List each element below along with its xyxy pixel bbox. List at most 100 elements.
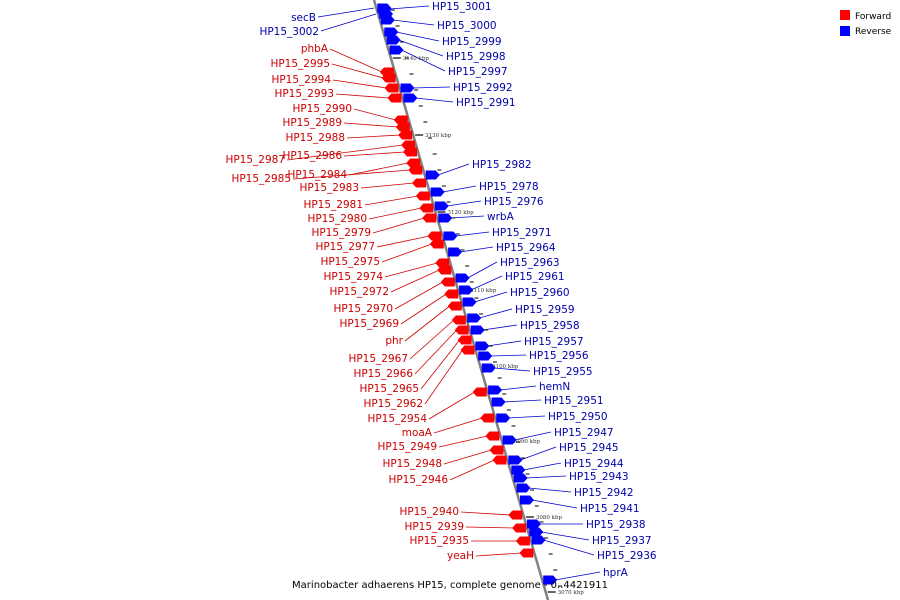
reverse-gene-label[interactable]: HP15_2947	[554, 427, 614, 439]
reverse-gene-label[interactable]: HP15_2951	[544, 395, 604, 407]
forward-gene-label[interactable]: HP15_2977	[315, 241, 375, 253]
tick-label: 3110 kbp	[470, 288, 497, 294]
reverse-gene-label[interactable]: HP15_2943	[569, 471, 629, 483]
reverse-gene-label[interactable]: HP15_2964	[496, 242, 556, 254]
forward-gene-label[interactable]: HP15_2980	[307, 213, 367, 225]
reverse-gene-label[interactable]: HP15_2961	[505, 271, 565, 283]
forward-gene-label[interactable]: HP15_2988	[285, 132, 345, 144]
forward-gene-feature	[429, 239, 444, 249]
reverse-gene-label[interactable]: HP15_2957	[524, 336, 584, 348]
forward-gene-feature	[419, 203, 434, 213]
tick-label: 3120 kbp	[447, 210, 474, 216]
forward-gene-label[interactable]: HP15_2967	[348, 353, 408, 365]
reverse-gene-label[interactable]: HP15_2937	[592, 535, 652, 547]
reverse-gene-label[interactable]: HP15_2992	[453, 82, 513, 94]
forward-gene-label[interactable]: HP15_2979	[311, 227, 371, 239]
reverse-gene-label[interactable]: HP15_2944	[564, 458, 624, 470]
tick-label: 3070 kbp	[558, 590, 585, 596]
forward-gene-label[interactable]: HP15_2994	[271, 74, 331, 86]
reverse-gene-label[interactable]: HP15_2998	[446, 51, 506, 63]
forward-gene-label[interactable]: phr	[385, 335, 403, 347]
legend-item-forward[interactable]: Forward	[840, 10, 891, 22]
forward-gene-label[interactable]: HP15_2969	[339, 318, 399, 330]
legend-forward-label: Forward	[855, 12, 891, 22]
forward-gene-label[interactable]: HP15_2940	[399, 506, 459, 518]
reverse-gene-label[interactable]: HP15_2955	[533, 366, 593, 378]
leader-line	[470, 275, 503, 291]
gene-labels: phbA HP15_2995 HP15_2994 HP15_2993 HP15_2990…	[225, 1, 656, 579]
reverse-gene-label[interactable]: HP15_2971	[492, 227, 552, 239]
reverse-gene-label[interactable]: HP15_2978	[479, 181, 539, 193]
reverse-gene-label[interactable]: HP15_2958	[520, 320, 580, 332]
forward-gene-label[interactable]: HP15_2946	[388, 474, 448, 486]
reverse-gene-feature	[511, 465, 526, 475]
forward-gene-label[interactable]: HP15_2995	[270, 58, 330, 70]
forward-gene-label[interactable]: HP15_2974	[323, 271, 383, 283]
reverse-gene-label[interactable]: HP15_2956	[529, 350, 589, 362]
leader-line	[320, 13, 377, 32]
reverse-gene-label[interactable]: HP15_2950	[548, 411, 608, 423]
reverse-gene-feature	[513, 473, 528, 483]
forward-gene-label[interactable]: HP15_2966	[353, 368, 413, 380]
reverse-gene-label[interactable]: HP15_2991	[456, 97, 516, 109]
reverse-gene-label[interactable]: hprA	[603, 567, 629, 579]
leader-line	[438, 435, 488, 448]
forward-gene-label[interactable]: HP15_2990	[292, 103, 352, 115]
forward-gene-label[interactable]: HP15_2965	[359, 383, 419, 395]
forward-gene-label[interactable]: phbA	[301, 43, 329, 55]
reverse-gene-label[interactable]: HP15_2942	[574, 487, 634, 499]
forward-gene-label[interactable]: HP15_2985	[231, 173, 291, 185]
forward-gene-feature	[398, 130, 413, 140]
forward-gene-label[interactable]: HP15_2981	[303, 199, 363, 211]
forward-gene-feature	[408, 165, 423, 175]
reverse-gene-label[interactable]: hemN	[539, 381, 570, 393]
forward-gene-label[interactable]: HP15_2986	[282, 150, 342, 162]
reverse-gene-label[interactable]: HP15_3000	[437, 20, 497, 32]
reverse-gene-label[interactable]: HP15_2959	[515, 304, 575, 316]
tick-label: 3130 kbp	[425, 133, 452, 139]
forward-gene-label[interactable]: HP15_2949	[377, 441, 437, 453]
reverse-gene-label[interactable]: HP15_3001	[432, 1, 492, 13]
reverse-gene-label[interactable]: HP15_2960	[510, 287, 570, 299]
forward-gene-label[interactable]: HP15_2962	[363, 398, 423, 410]
reverse-gene-label[interactable]: HP15_2936	[597, 550, 657, 562]
reverse-gene-label[interactable]: HP15_2999	[442, 36, 502, 48]
reverse-gene-label[interactable]: HP15_2997	[448, 66, 508, 78]
forward-gene-label[interactable]: HP15_2993	[274, 88, 334, 100]
reverse-gene-label[interactable]: wrbA	[487, 211, 515, 223]
reverse-gene-label[interactable]: HP15_2941	[580, 503, 640, 515]
legend-item-reverse[interactable]: Reverse	[840, 26, 892, 37]
leader-line	[286, 144, 404, 161]
forward-gene-label[interactable]: HP15_2954	[367, 413, 427, 425]
forward-gene-label[interactable]: HP15_2983	[299, 182, 359, 194]
genome-caption: Marinobacter adhaerens HP15, complete ge…	[292, 580, 608, 591]
leader-line	[433, 417, 483, 434]
tick-label: 3090 kbp	[514, 439, 541, 445]
forward-gene-label[interactable]: HP15_2984	[287, 169, 347, 181]
forward-gene-label[interactable]: HP15_2972	[329, 286, 389, 298]
forward-gene-label[interactable]: HP15_2948	[382, 458, 442, 470]
reverse-gene-label[interactable]: HP15_2976	[484, 196, 544, 208]
reverse-gene-label[interactable]: HP15_3002	[259, 26, 319, 38]
leader-line	[474, 291, 508, 303]
reverse-gene-feature	[520, 495, 534, 505]
forward-gene-label[interactable]: HP15_2975	[320, 256, 380, 268]
forward-gene-label[interactable]: HP15_2987	[225, 154, 285, 166]
forward-gene-label[interactable]: HP15_2970	[333, 303, 393, 315]
forward-gene-label[interactable]: moaA	[402, 427, 433, 439]
leader-line	[467, 261, 498, 279]
reverse-gene-label[interactable]: HP15_2982	[472, 159, 532, 171]
reverse-gene-label[interactable]: HP15_2945	[559, 442, 619, 454]
forward-gene-label[interactable]: HP15_2935	[409, 535, 469, 547]
reverse-gene-label[interactable]: HP15_2963	[500, 257, 560, 269]
reverse-gene-feature	[502, 435, 517, 445]
leader-line	[493, 367, 531, 372]
forward-gene-label[interactable]: HP15_2939	[404, 521, 464, 533]
reverse-gene-label[interactable]: secB	[291, 12, 316, 24]
forward-gene-label[interactable]: yeaH	[447, 550, 474, 562]
reverse-gene-feature	[384, 27, 399, 37]
leader-line	[360, 182, 415, 189]
forward-gene-feature	[492, 455, 507, 465]
forward-gene-label[interactable]: HP15_2989	[282, 117, 342, 129]
reverse-gene-label[interactable]: HP15_2938	[586, 519, 646, 531]
